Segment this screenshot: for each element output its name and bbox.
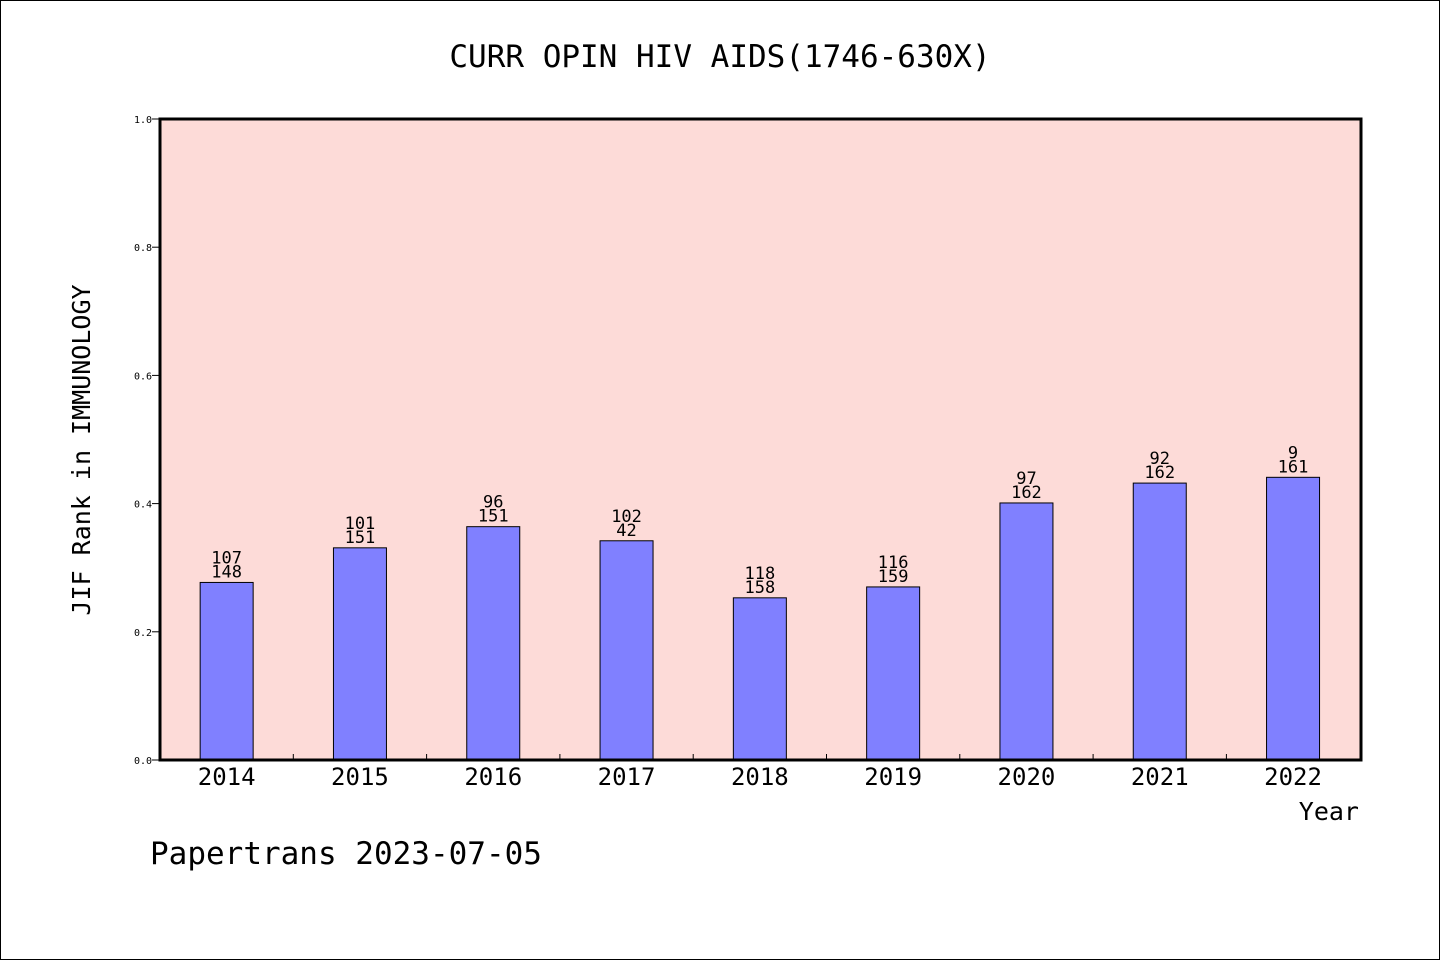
x-tick-label-2022: 2022 bbox=[1264, 763, 1322, 791]
bar-2018 bbox=[732, 597, 787, 761]
x-tick-label-2020: 2020 bbox=[998, 763, 1056, 791]
bar-rank-label-2017: 102 bbox=[611, 507, 642, 527]
chart-title: CURR OPIN HIV AIDS(1746-630X) bbox=[449, 39, 990, 75]
bar-total-label-2022: 161 bbox=[1278, 457, 1309, 477]
bar-total-label-2018: 158 bbox=[744, 578, 775, 598]
x-tick-label-2015: 2015 bbox=[331, 763, 389, 791]
x-tick-label-2018: 2018 bbox=[731, 763, 789, 791]
bar-series bbox=[199, 476, 1321, 761]
bar-rank-label-2022: 9 bbox=[1288, 443, 1298, 463]
bar-total-label-2016: 151 bbox=[478, 507, 509, 527]
x-axis: 2014 2015 2016 2017 2018 2019 2020 2021 2022 bbox=[198, 754, 1322, 791]
bar-2020 bbox=[999, 502, 1054, 761]
watermark-text: Papertrans 2023-07-05 bbox=[150, 836, 542, 872]
bar-total-label-2021: 162 bbox=[1144, 463, 1175, 483]
bar-2017 bbox=[599, 540, 654, 761]
x-tick-label-2016: 2016 bbox=[464, 763, 522, 791]
bar-2014 bbox=[199, 581, 254, 761]
bar-rank-label-2019: 116 bbox=[878, 553, 909, 573]
y-tick-label-4: 0.8 bbox=[134, 243, 152, 254]
x-tick-label-2019: 2019 bbox=[864, 763, 922, 791]
y-axis-label: JIF Rank in IMMUNOLOGY bbox=[67, 284, 96, 615]
y-tick-label-0: 0.0 bbox=[134, 756, 152, 767]
bar-total-label-2014: 148 bbox=[211, 562, 242, 582]
bar-total-label-2020: 162 bbox=[1011, 483, 1042, 503]
x-tick-label-2021: 2021 bbox=[1131, 763, 1189, 791]
y-tick-label-5: 1.0 bbox=[134, 115, 152, 126]
x-axis-label: Year bbox=[1299, 797, 1359, 826]
bar-2021 bbox=[1132, 482, 1187, 761]
bar-rank-label-2021: 92 bbox=[1150, 449, 1170, 469]
bar-2016 bbox=[466, 526, 521, 761]
bar-2015 bbox=[332, 547, 387, 761]
y-axis: 0.0 0.2 0.4 0.6 0.8 1.0 bbox=[134, 115, 160, 767]
bar-rank-label-2014: 107 bbox=[211, 548, 242, 568]
y-tick-label-1: 0.2 bbox=[134, 628, 152, 639]
y-tick-label-2: 0.4 bbox=[134, 500, 152, 511]
bar-2019 bbox=[866, 586, 921, 761]
bar-rank-label-2018: 118 bbox=[744, 564, 775, 584]
bar-total-label-2015: 151 bbox=[345, 528, 376, 548]
bar-rank-label-2020: 97 bbox=[1016, 469, 1036, 489]
plot-border bbox=[158, 117, 1363, 762]
x-tick-label-2017: 2017 bbox=[598, 763, 656, 791]
y-tick-label-3: 0.6 bbox=[134, 371, 152, 382]
x-tick-label-2014: 2014 bbox=[198, 763, 256, 791]
bar-rank-label-2016: 96 bbox=[483, 493, 503, 513]
bar-total-label-2017: 42 bbox=[616, 521, 636, 541]
bar-total-label-2019: 159 bbox=[878, 567, 909, 587]
bar-rank-label-2015: 101 bbox=[345, 514, 376, 534]
bar-2022 bbox=[1266, 476, 1321, 761]
